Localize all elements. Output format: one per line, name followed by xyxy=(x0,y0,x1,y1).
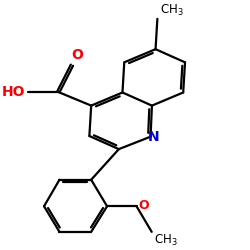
Text: CH$_3$: CH$_3$ xyxy=(160,2,183,18)
Text: N: N xyxy=(148,130,160,144)
Text: O: O xyxy=(71,48,83,62)
Text: O: O xyxy=(139,198,149,211)
Text: CH$_3$: CH$_3$ xyxy=(154,233,178,248)
Text: HO: HO xyxy=(2,86,26,100)
